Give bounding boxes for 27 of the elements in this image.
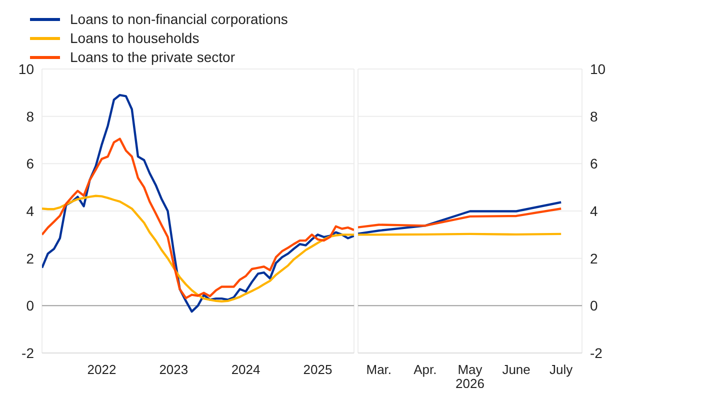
y-tick-label: 4: [26, 202, 34, 219]
y-tick-label: 0: [26, 298, 34, 314]
y2-tick-label: 6: [590, 156, 598, 172]
y2-tick-label: 0: [590, 298, 598, 314]
x-tick-label: May: [458, 362, 483, 378]
x-tick-label: 2025: [303, 362, 332, 378]
y-tick-label: 10: [18, 60, 34, 77]
y2-tick-label: 4: [590, 202, 598, 219]
legend-label: Loans to non-financial corporations: [70, 10, 288, 29]
y2-tick-label: 8: [590, 108, 598, 124]
y2-tick-label: 2: [590, 250, 598, 266]
y-tick-label: 6: [26, 156, 34, 172]
y-tick-label: 8: [26, 108, 34, 124]
y-tick-label: -2: [22, 344, 34, 361]
legend-label: Loans to the private sector: [70, 48, 235, 67]
x-tick-label: Mar.: [366, 362, 392, 378]
x-tick-label: 2024: [231, 362, 260, 378]
x-tick-label: July: [550, 362, 574, 378]
y-tick-label: 2: [26, 250, 34, 266]
x-tick-label: Apr.: [414, 362, 437, 378]
x-tick-label: 2022: [87, 362, 116, 378]
x-axis-title: 2026: [456, 376, 484, 391]
y2-tick-label: 10: [590, 60, 606, 77]
y2-tick-label: -2: [590, 344, 603, 361]
x-tick-label: 2023: [159, 362, 188, 378]
x-tick-label: June: [502, 362, 530, 378]
legend-label: Loans to households: [70, 29, 200, 48]
